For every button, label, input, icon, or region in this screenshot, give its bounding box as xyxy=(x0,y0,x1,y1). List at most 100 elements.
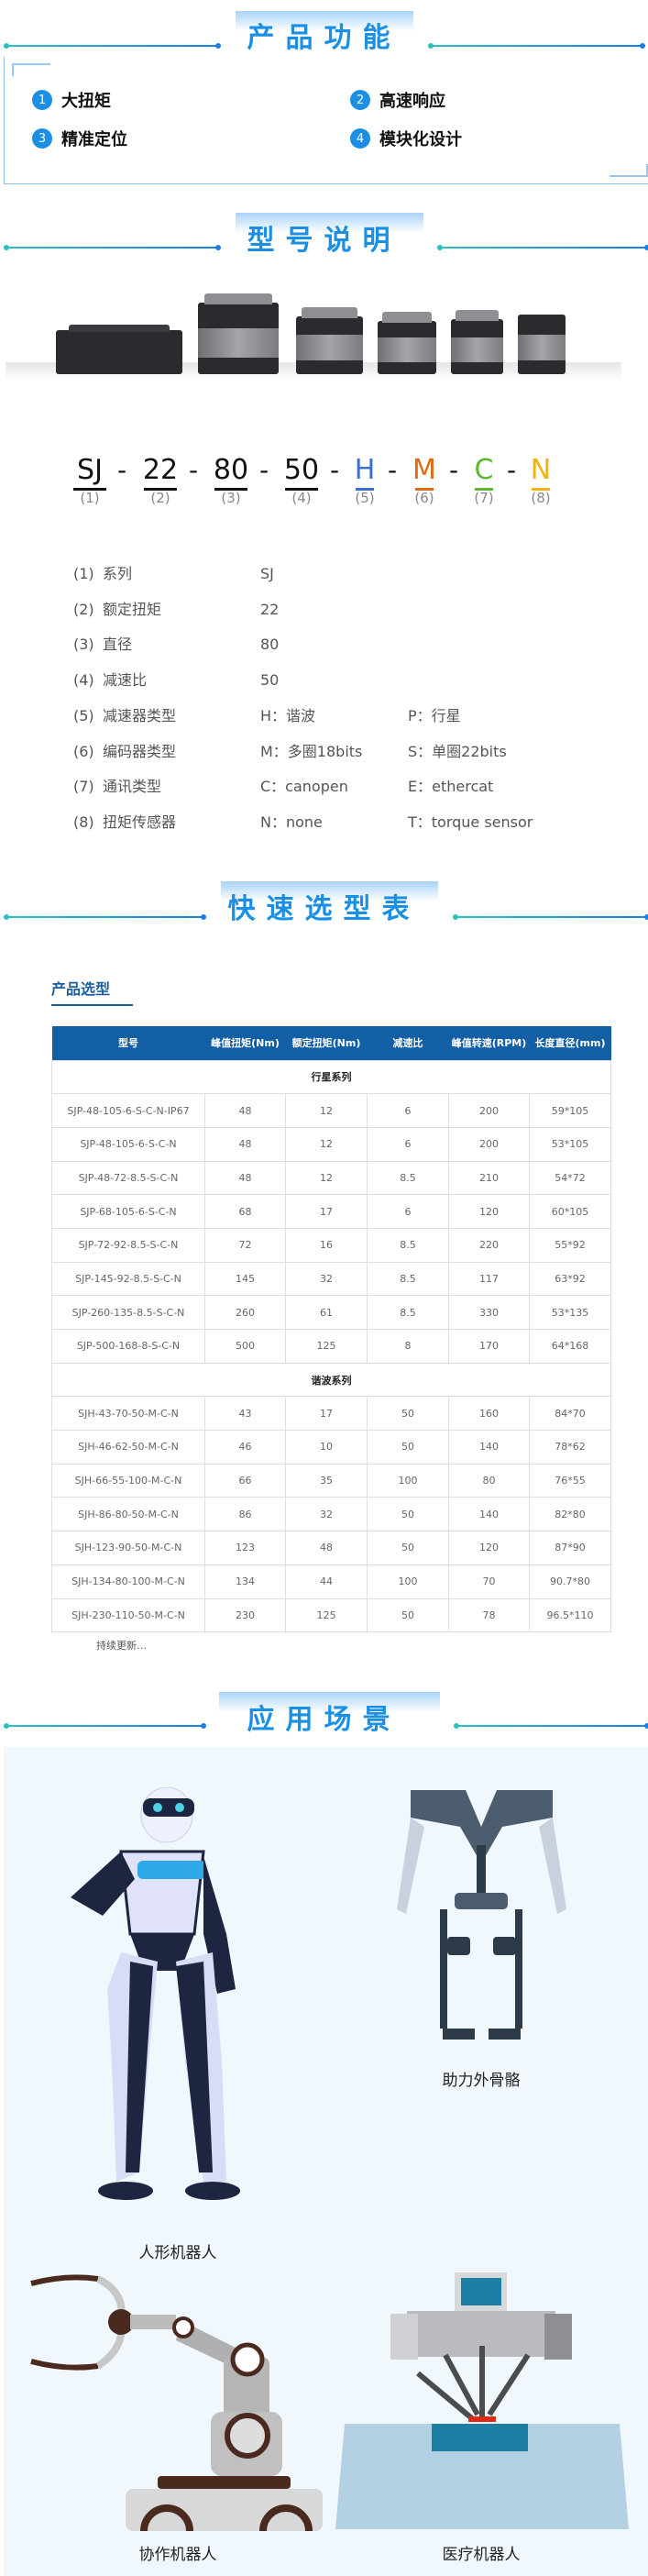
table-cell: 46 xyxy=(204,1430,286,1465)
spec-index: (6) xyxy=(73,742,94,760)
spec-name: 扭矩传感器 xyxy=(103,813,177,831)
spec-value: C：canopen xyxy=(260,778,348,796)
selection-title: 快速选型表 xyxy=(227,893,421,925)
model-code-separator: - xyxy=(388,455,398,485)
spec-name: 减速器类型 xyxy=(103,706,177,724)
model-code-index: (7) xyxy=(474,490,494,506)
table-row: SJP-145-92-8.5-S-C-N 145 32 8.5 117 63*92 xyxy=(51,1261,611,1297)
spec-value: N：none xyxy=(260,813,323,831)
table-cell: SJH-134-80-100-M-C-N xyxy=(51,1564,205,1599)
model-code-underline xyxy=(144,488,177,491)
divider-line-left xyxy=(4,245,221,250)
model-code-part: SJ xyxy=(67,455,113,491)
model-code-underline xyxy=(285,488,318,491)
table-cell: 76*55 xyxy=(529,1463,611,1498)
table-cell: 125 xyxy=(285,1598,368,1633)
table-cell: 90.7*80 xyxy=(529,1564,611,1599)
model-code-text: SJ xyxy=(77,454,103,486)
spec-value: 80 xyxy=(260,636,280,654)
table-cell: 66 xyxy=(204,1463,286,1498)
table-cell: 8.5 xyxy=(367,1160,449,1196)
table-cell: 60*105 xyxy=(529,1194,611,1229)
model-code-index: (2) xyxy=(150,490,170,506)
table-footer-note: 持续更新… xyxy=(96,1640,147,1652)
table-cell: 17 xyxy=(285,1396,368,1432)
section-title-band xyxy=(236,213,423,233)
model-code-text: N xyxy=(530,454,552,486)
table-cell: 35 xyxy=(285,1463,368,1498)
table-cell: 210 xyxy=(448,1160,530,1196)
selection-table: 型号 峰值扭矩(Nm) 额定扭矩(Nm) 减速比 峰值转速(RPM) 长度直径(mm) 行… xyxy=(51,1026,611,1633)
humanoid-robot-illustration xyxy=(71,1787,240,2200)
model-code-separator: - xyxy=(189,455,199,485)
spec-alt: P：行星 xyxy=(408,706,461,724)
features-title: 产品功能 xyxy=(247,22,401,54)
table-cell: 80 xyxy=(448,1463,530,1498)
model-code-text: M xyxy=(412,454,436,486)
table-cell: 200 xyxy=(448,1126,530,1162)
table-cell: 55*92 xyxy=(529,1227,611,1263)
table-cell: SJP-48-72-8.5-S-C-N xyxy=(51,1160,205,1196)
feature-item: 4 模块化设计 xyxy=(350,127,462,150)
model-code-index: (3) xyxy=(221,490,241,506)
model-code-index: (4) xyxy=(291,490,312,506)
table-row: SJP-48-105-6-S-C-N-IP67 48 12 6 200 59*105 xyxy=(51,1093,611,1128)
table-cell: 260 xyxy=(204,1295,286,1330)
model-code-part: C xyxy=(461,455,507,491)
spec-index: (3) xyxy=(73,636,94,654)
divider-line-left xyxy=(4,1723,206,1729)
model-code-underline xyxy=(415,488,434,491)
model-title: 型号说明 xyxy=(247,225,401,257)
table-row: SJH-43-70-50-M-C-N 43 17 50 160 84*70 xyxy=(51,1396,611,1432)
table-cell: 48 xyxy=(285,1531,368,1565)
table-row: SJH-230-110-50-M-C-N 230 125 50 78 96.5*110 xyxy=(51,1598,611,1633)
feature-item: 3 精准定位 xyxy=(32,127,127,150)
feature-label: 精准定位 xyxy=(61,130,127,149)
number-badge: 2 xyxy=(350,90,370,110)
table-cell: 86 xyxy=(204,1497,286,1532)
table-cell: 50 xyxy=(367,1531,449,1565)
table-cell: 140 xyxy=(448,1430,530,1465)
divider-line-left xyxy=(4,914,206,920)
table-header-row: 型号 峰值扭矩(Nm) 额定扭矩(Nm) 减速比 峰值转速(RPM) 长度直径(mm) xyxy=(51,1026,611,1060)
table-cell: 72 xyxy=(204,1227,286,1263)
divider-line-right xyxy=(454,1723,648,1729)
table-cell: 100 xyxy=(367,1463,449,1498)
table-cell: 61 xyxy=(285,1295,368,1330)
table-cell: SJH-43-70-50-M-C-N xyxy=(51,1396,205,1432)
table-cell: 63*92 xyxy=(529,1261,611,1297)
table-cell: 200 xyxy=(448,1093,530,1128)
model-code-separator: - xyxy=(507,455,517,485)
table-cell: 120 xyxy=(448,1531,530,1565)
spec-value: 22 xyxy=(260,600,280,618)
spec-index: (4) xyxy=(73,671,94,690)
table-cell: SJH-86-80-50-M-C-N xyxy=(51,1497,205,1532)
table-cell: 8.5 xyxy=(367,1295,449,1330)
application-label: 人形机器人 xyxy=(138,2244,217,2262)
table-cell: 12 xyxy=(285,1126,368,1162)
section-title-band xyxy=(236,11,413,31)
table-cell: 500 xyxy=(204,1329,286,1364)
model-code-index: (5) xyxy=(355,490,375,506)
table-cell: 53*105 xyxy=(529,1126,611,1162)
table-cell: 8.5 xyxy=(367,1261,449,1297)
table-cell: SJP-72-92-8.5-S-C-N xyxy=(51,1227,205,1263)
table-cell: SJH-66-55-100-M-C-N xyxy=(51,1463,205,1498)
model-code-underline xyxy=(475,488,493,491)
table-row: SJH-86-80-50-M-C-N 86 32 50 140 82*80 xyxy=(51,1497,611,1532)
spec-index: (5) xyxy=(73,706,94,724)
group-row: 谐波系列 xyxy=(51,1362,611,1398)
table-cell: SJP-48-105-6-S-C-N-IP67 xyxy=(51,1093,205,1128)
table-cell: 64*168 xyxy=(529,1329,611,1364)
model-code-part: N xyxy=(518,455,564,491)
table-cell: 32 xyxy=(285,1497,368,1532)
table-cell: SJH-123-90-50-M-C-N xyxy=(51,1531,205,1565)
section-title-band xyxy=(221,881,438,901)
table-cell: SJP-260-135-8.5-S-C-N xyxy=(51,1295,205,1330)
table-cell: 17 xyxy=(285,1194,368,1229)
feature-item: 1 大扭矩 xyxy=(32,88,111,112)
table-cell: SJP-48-105-6-S-C-N xyxy=(51,1126,205,1162)
table-cell: 6 xyxy=(367,1126,449,1162)
table-cell: 78 xyxy=(448,1598,530,1633)
model-code-separator: - xyxy=(259,455,269,485)
